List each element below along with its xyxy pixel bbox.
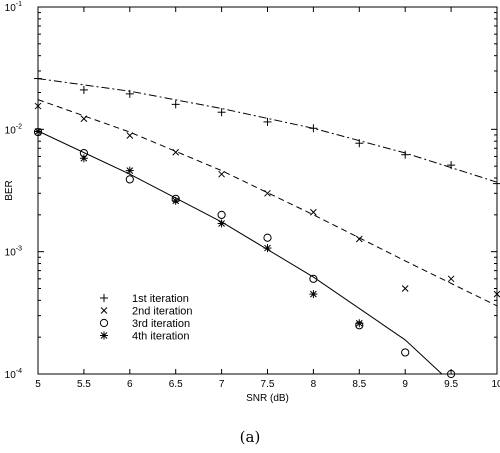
marker-stroke [264,189,271,197]
data-point-series-2 [447,275,455,283]
legend-label-1: 1st iteration [132,293,189,305]
data-point-series-1 [79,85,88,94]
marker-stroke [172,148,180,156]
legend-marker-4 [100,331,108,340]
data-point-series-1 [217,108,226,117]
data-point-series-3 [125,175,134,184]
x-tick-label: 10 [491,379,500,390]
ber-chart: 5 5.5 6 6.5 7 7.5 8 8.5 9 9.5 10 10-110-210-310-4 … [4,1,500,404]
data-point-series-4 [171,196,180,205]
marker-stroke [355,319,363,327]
legend-marker-1 [100,294,108,302]
data-point-series-2 [218,170,225,178]
marker-stroke [100,307,108,314]
axis-ticks [37,6,498,375]
marker-stroke [355,235,363,243]
marker-stroke [263,233,272,242]
data-point-series-2 [80,115,88,123]
marker-stroke [264,244,271,252]
data-point-series-4 [125,166,134,175]
data-point-series-3 [401,348,410,357]
data-point-series-1 [125,89,134,98]
plot-frame [37,6,498,375]
data-point-series-2 [401,285,409,292]
x-tick-label: 9 [402,379,408,390]
data-point-series-4 [263,244,272,253]
data-point-series-1 [401,150,410,159]
x-tick-label: 7 [219,379,225,390]
marker-stroke [401,285,409,292]
x-tick-label: 8 [311,379,317,390]
x-tick-label: 6 [127,379,133,390]
data-point-series-1 [263,117,272,126]
series-line-3 [37,130,443,375]
marker-stroke [125,175,134,184]
marker-stroke [80,154,88,162]
y-tick-label: 10-2 [5,123,22,136]
marker-stroke [401,348,410,357]
x-tick-label: 5.5 [77,379,91,390]
y-axis-title: BER [4,180,15,201]
x-tick-label: 9.5 [444,379,458,390]
marker-stroke [126,132,134,139]
data-point-series-1 [447,161,456,170]
legend-marker-3 [99,318,109,328]
x-tick-label: 8.5 [352,379,366,390]
y-tick-label: 10-1 [5,1,22,14]
x-tick-labels: 5 5.5 6 6.5 7 7.5 8 8.5 9 9.5 10 [35,379,500,390]
x-axis-title: SNR (dB) [246,393,289,404]
series-line-1 [37,78,498,183]
marker-stroke [447,275,455,283]
x-tick-label: 6.5 [169,379,183,390]
data-point-series-4 [355,319,364,328]
x-tick-label: 7.5 [261,379,275,390]
marker-stroke [310,208,317,216]
marker-stroke [218,220,225,227]
legend-label-4: 4th iteration [132,331,189,343]
marker-stroke [310,290,317,298]
data-point-series-2 [264,189,271,197]
data-point-series-3 [309,274,318,283]
legend-label-2: 2nd iteration [132,306,193,318]
data-point-series-1 [171,100,180,109]
data-point-series-4 [217,219,226,228]
data-point-series-4 [79,154,88,163]
data-point-series-1 [355,139,364,148]
data-point-series-4 [309,290,318,299]
data-point-series-2 [126,132,134,139]
y-tick-label: 10-4 [5,368,22,381]
data-point-series-3 [263,233,272,242]
series-line-2 [37,99,498,307]
legend-label-3: 3rd iteration [132,318,190,330]
x-tick-label: 5 [35,379,41,390]
legend-marker-2 [100,307,108,314]
marker-stroke [100,332,108,339]
marker-stroke [80,115,88,123]
marker-stroke [172,197,180,205]
marker-stroke [99,318,109,328]
data-point-series-3 [217,210,226,219]
marker-stroke [126,167,134,174]
figure-caption: (a) [239,428,261,446]
data-point-series-1 [309,124,318,133]
data-point-series-2 [172,148,180,156]
y-tick-label: 10-3 [5,246,22,259]
marker-stroke [218,170,225,178]
marker-stroke [217,210,226,219]
data-point-series-2 [310,208,317,216]
data-point-series-2 [355,235,363,243]
marker-stroke [309,274,318,283]
